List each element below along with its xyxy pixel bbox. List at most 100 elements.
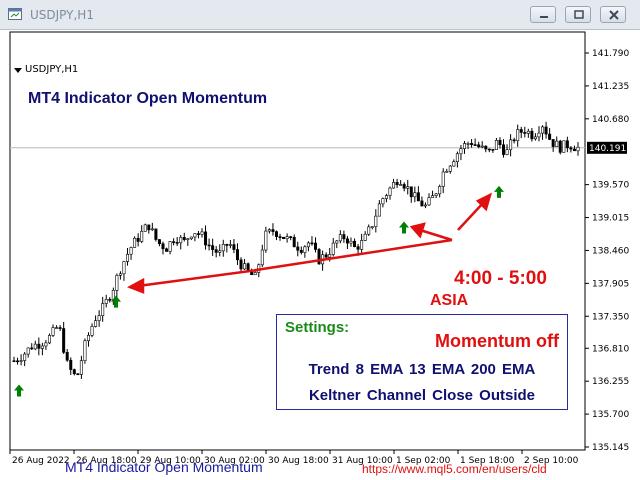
candle-body xyxy=(335,240,339,244)
candle-body xyxy=(200,231,204,235)
candle-body xyxy=(466,143,470,145)
candle-body xyxy=(274,231,278,237)
chart-area[interactable]: 141.790 141.235 140.680 139.570 139.015 138.4… xyxy=(0,30,640,480)
candle-body xyxy=(363,233,367,241)
time-label: 2 Sep 10:00 xyxy=(524,456,579,466)
time-axis[interactable]: 26 Aug 2022 26 Aug 18:00 29 Aug 10:00 30 Au… xyxy=(9,450,579,466)
momentum-status: Momentum off xyxy=(435,331,559,351)
candle-body xyxy=(246,263,250,272)
candle-body xyxy=(97,315,101,321)
candle-body xyxy=(115,275,119,291)
candle-body xyxy=(317,249,321,265)
candle-body xyxy=(462,143,466,149)
candle-body xyxy=(572,148,576,152)
buy-arrow-icon xyxy=(111,295,121,308)
candle-body xyxy=(477,144,481,148)
candle-body xyxy=(406,186,410,189)
candle-body xyxy=(345,238,349,244)
buy-signals xyxy=(14,185,504,397)
window-titlebar[interactable]: USDJPY,H1 xyxy=(0,0,640,30)
candle-body xyxy=(452,161,456,167)
candle-body xyxy=(126,253,130,262)
candle-body xyxy=(491,149,495,151)
candle-body xyxy=(79,360,83,375)
author-url[interactable]: https://www.mql5.com/en/users/cld xyxy=(362,462,547,476)
candle-body xyxy=(118,273,122,276)
candle-body xyxy=(516,129,520,141)
chart-window-icon xyxy=(8,8,22,20)
candle-body xyxy=(165,248,169,252)
candle-body xyxy=(377,203,381,217)
candle-body xyxy=(55,327,59,329)
candle-body xyxy=(253,272,257,276)
candle-body xyxy=(448,165,452,172)
candle-body xyxy=(44,342,48,347)
candle-body xyxy=(431,195,435,198)
candle-body xyxy=(296,246,300,251)
candle-body xyxy=(374,215,378,227)
price-label: 137.905 xyxy=(592,279,629,289)
candle-body xyxy=(168,241,172,252)
candle-body xyxy=(459,148,463,155)
candle-body xyxy=(505,149,509,155)
candle-body xyxy=(122,261,126,275)
candle-body xyxy=(342,234,346,240)
candle-body xyxy=(395,182,399,186)
maximize-button[interactable] xyxy=(565,6,591,23)
time-label: 1 Sep 02:00 xyxy=(396,456,451,466)
candle-body xyxy=(260,249,264,266)
candle-body xyxy=(356,246,360,250)
candle-body xyxy=(338,234,342,242)
annotation-arrows xyxy=(127,192,492,294)
candle-body xyxy=(370,226,374,228)
candle-body xyxy=(434,193,438,196)
price-label: 141.790 xyxy=(592,49,629,59)
candle-body xyxy=(211,245,215,250)
candle-body xyxy=(533,136,537,140)
price-label: 135.145 xyxy=(592,443,629,453)
price-label: 136.255 xyxy=(592,377,629,387)
candle-body xyxy=(94,320,98,327)
candle-body xyxy=(509,139,513,151)
candle-body xyxy=(409,186,413,198)
candle-body xyxy=(243,263,247,270)
candle-body xyxy=(86,335,90,342)
candle-body xyxy=(143,224,147,232)
candle-body xyxy=(58,327,62,329)
candle-body xyxy=(23,353,27,361)
time-label: 30 Aug 02:00 xyxy=(204,456,265,466)
current-price-tag: 140.191 xyxy=(587,141,627,154)
candle-body xyxy=(445,171,449,173)
candle-body xyxy=(186,238,190,241)
candle-body xyxy=(388,187,392,196)
symbol-menu-icon[interactable] xyxy=(14,68,22,73)
candle-body xyxy=(292,237,296,248)
candle-body xyxy=(83,340,87,361)
candle-body xyxy=(367,226,371,235)
candle-body xyxy=(221,243,225,252)
close-button[interactable] xyxy=(600,6,626,23)
time-label: 30 Aug 18:00 xyxy=(268,456,329,466)
candle-body xyxy=(555,140,559,147)
candle-body xyxy=(26,347,30,355)
candle-body xyxy=(147,224,151,231)
candle-body xyxy=(544,126,548,135)
candle-body xyxy=(179,237,183,244)
candle-body xyxy=(278,236,282,238)
price-label: 135.700 xyxy=(592,410,629,420)
candle-body xyxy=(303,246,307,253)
candle-body xyxy=(136,237,140,242)
chart-title: MT4 Indicator Open Momentum xyxy=(28,90,268,107)
minimize-button[interactable] xyxy=(530,6,556,23)
candle-body xyxy=(455,153,459,163)
candle-body xyxy=(487,148,491,151)
candle-body xyxy=(218,250,222,253)
candle-body xyxy=(150,228,154,231)
candle-body xyxy=(264,230,268,251)
arrow-head-mid-icon xyxy=(409,222,426,239)
price-label: 136.810 xyxy=(592,344,629,354)
trend-settings: Trend 8 EMA 13 EMA 200 EMA xyxy=(308,361,536,378)
candle-body xyxy=(551,139,555,147)
price-axis[interactable]: 141.790 141.235 140.680 139.570 139.015 138.4… xyxy=(585,49,629,453)
time-label: 26 Aug 18:00 xyxy=(76,456,137,466)
